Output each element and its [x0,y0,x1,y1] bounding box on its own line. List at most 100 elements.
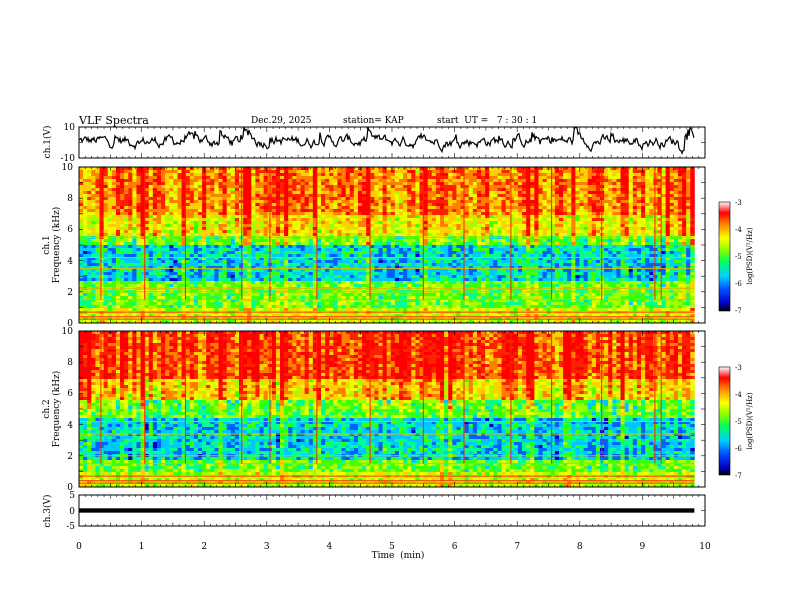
spectrogram-cell [300,197,306,201]
spectrogram-cell [304,167,310,171]
spectrogram-cell [653,170,658,174]
spectrogram-cell [189,224,195,228]
spectrogram-cell [411,191,416,195]
spectrogram-cell [673,230,679,234]
spectrogram-cell [501,257,507,261]
spectrogram-cell [382,233,388,237]
spectrogram-cell [321,242,326,246]
spectrogram-cell [210,260,215,264]
spectrogram-cell [649,242,654,246]
spectrogram-cell [423,170,429,174]
spectrogram-cell [271,200,277,204]
spectrogram-cell [435,224,441,228]
spectrogram-cell [411,203,416,207]
spectrogram-cell [366,248,371,252]
spectrogram-cell [440,185,445,189]
spectrogram-cell [251,239,256,243]
spectrogram-cell [509,239,515,243]
spectrogram-cell [341,230,347,234]
spectrogram-cell [312,179,318,183]
spectrogram-cell [419,200,424,204]
spectrogram-cell [296,197,301,201]
spectrogram-cell [333,224,338,228]
spectrogram-cell [177,254,182,258]
spectrogram-cell [550,224,556,228]
spectrogram-cell [181,254,187,258]
spectrogram-cell [472,218,478,222]
spectrogram-cell [595,191,601,195]
spectrogram-cell [312,230,318,234]
spectrogram-cell [444,188,449,192]
spectrogram-cell [546,179,552,183]
spectrogram-cell [218,242,223,246]
spectrogram-cell [181,245,187,249]
spectrogram-cell [476,227,482,231]
spectrogram-cell [485,215,490,219]
spectrogram-cell [382,221,388,225]
spectrogram-cell [251,182,256,186]
spectrogram-cell [202,176,207,180]
spectrogram-cell [226,191,232,195]
spectrogram-cell [185,254,191,258]
spectrogram-cell [415,242,420,246]
spectrogram-cell [312,254,318,258]
spectrogram-cell [665,257,671,261]
spectrogram-cell [230,200,236,204]
spectrogram-cell [95,224,100,228]
spectrogram-cell [169,251,174,255]
spectrogram-cell [554,179,560,183]
spectrogram-cell [124,176,129,180]
spectrogram-cell [534,230,539,234]
spectrogram-cell [513,245,519,249]
spectrogram-cell [653,203,658,207]
spectrogram-cell [111,224,117,228]
spectrogram-cell [144,212,150,216]
spectrogram-cell [152,224,158,228]
spectrogram-cell [280,173,285,177]
spectrogram-cell [546,203,552,207]
spectrogram-cell [522,191,527,195]
spectrogram-cell [423,248,429,252]
spectrogram-cell [259,173,265,177]
spectrogram-cell [218,197,223,201]
spectrogram-cell [165,194,170,198]
spectrogram-cell [222,245,228,249]
spectrogram-cell [284,212,289,216]
spectrogram-cell [460,173,466,177]
spectrogram-cell [275,239,281,243]
spectrogram-cell [349,185,355,189]
spectrogram-cell [440,170,445,174]
spectrogram-cell [316,218,322,222]
spectrogram-cell [197,215,203,219]
spectrogram-cell [636,242,642,246]
spectrogram-cell [431,233,437,237]
spectrogram-cell [431,260,437,264]
spectrogram-cell [415,224,420,228]
spectrogram-cell [645,239,650,243]
spectrogram-cell [481,167,486,171]
spectrogram-cell [189,230,195,234]
spectrogram-cell [517,248,523,252]
spectrogram-cell [349,251,355,255]
spectrogram-cell [501,227,507,231]
spectrogram-cell [653,179,658,183]
spectrogram-cell [513,227,519,231]
spectrogram-cell [193,257,199,261]
spectrogram-cell [95,200,100,204]
spectrogram-cell [103,215,109,219]
spectrogram-cell [300,203,306,207]
spectrogram-cell [87,191,92,195]
spectrogram-cell [690,191,695,195]
spectrogram-cell [222,200,228,204]
spectrogram-cell [550,185,556,189]
spectrogram-cell [222,221,228,225]
spectrogram-cell [300,242,306,246]
spectrogram-cell [234,197,240,201]
spectrogram-cell [337,188,342,192]
spectrogram-cell [115,248,121,252]
spectrogram-cell [325,215,330,219]
spectrogram-cell [661,194,667,198]
spectrogram-cell [366,233,371,237]
spectrogram-cell [210,182,215,186]
spectrogram-cell [247,254,252,258]
